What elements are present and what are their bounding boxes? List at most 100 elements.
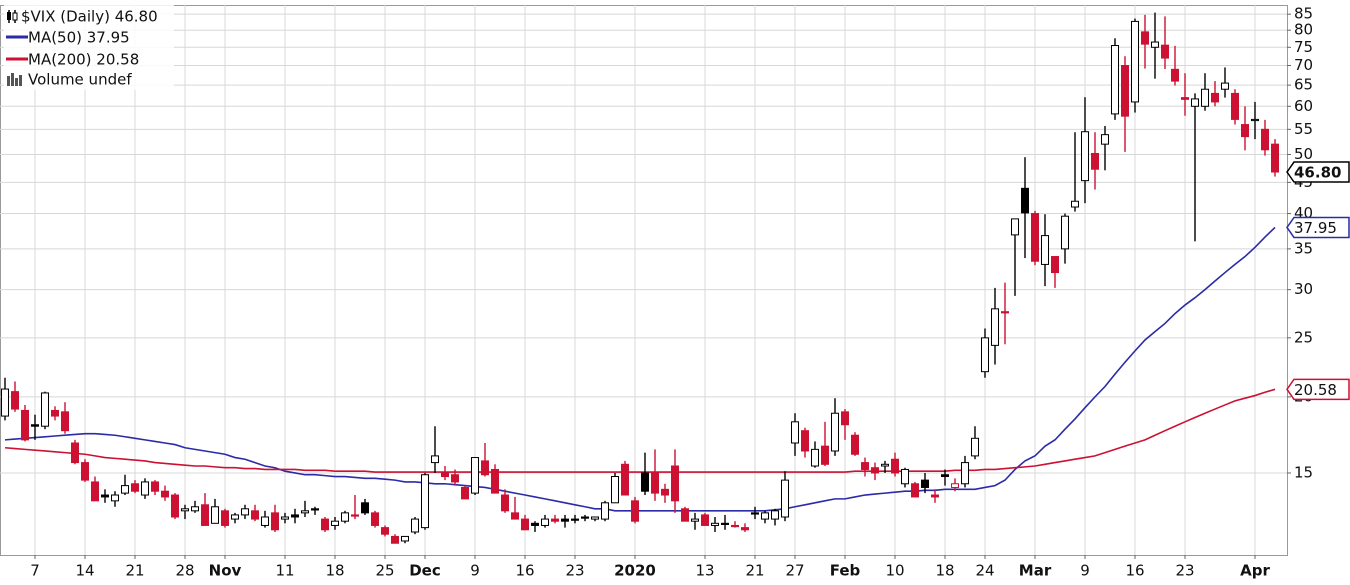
candle-body bbox=[71, 442, 79, 464]
value-tag-label: 46.80 bbox=[1294, 164, 1341, 182]
candle-body bbox=[151, 481, 159, 492]
candle-body bbox=[361, 502, 369, 514]
candle-body bbox=[31, 424, 39, 427]
candle-body bbox=[591, 516, 599, 520]
candle-body bbox=[741, 527, 749, 531]
candle-body bbox=[91, 481, 99, 502]
candle-body bbox=[881, 463, 889, 467]
x-tick-label: Apr bbox=[1240, 562, 1270, 580]
candle-body bbox=[1, 388, 9, 417]
candle-body bbox=[961, 462, 969, 485]
candle-body bbox=[181, 508, 189, 512]
candle-body bbox=[1011, 218, 1019, 236]
candle-body bbox=[1241, 124, 1249, 138]
x-tick-label: 21 bbox=[745, 562, 764, 580]
candle-body bbox=[111, 494, 119, 502]
plot-area bbox=[0, 5, 1288, 556]
candle-body bbox=[751, 512, 759, 515]
y-tick-label: 50 bbox=[1294, 145, 1313, 163]
x-tick-label: 23 bbox=[1175, 562, 1194, 580]
x-tick-label: 25 bbox=[375, 562, 394, 580]
candle-body bbox=[831, 412, 839, 452]
candle-body bbox=[691, 518, 699, 522]
candle-body bbox=[371, 512, 379, 526]
x-tick-label: 11 bbox=[275, 562, 294, 580]
candle-body bbox=[761, 512, 769, 520]
x-tick-label: 16 bbox=[1125, 562, 1144, 580]
x-tick-label: 23 bbox=[565, 562, 584, 580]
y-tick-label: 15 bbox=[1294, 463, 1313, 481]
x-tick-label: 7 bbox=[30, 562, 40, 580]
candle-body bbox=[501, 494, 509, 512]
legend-icon bbox=[7, 10, 18, 23]
value-tag-label: 20.58 bbox=[1294, 381, 1337, 399]
candle-body bbox=[801, 430, 809, 452]
candle-body bbox=[1231, 92, 1239, 120]
candle-body bbox=[461, 486, 469, 500]
y-tick-label: 75 bbox=[1294, 38, 1313, 56]
candle-body bbox=[1271, 143, 1279, 173]
candle-body bbox=[391, 535, 399, 544]
volume-icon bbox=[7, 73, 22, 86]
y-tick-label: 60 bbox=[1294, 97, 1313, 115]
candle-body bbox=[891, 458, 899, 474]
x-tick-label: 21 bbox=[125, 562, 144, 580]
candle-body bbox=[411, 518, 419, 533]
candle-body bbox=[41, 392, 49, 427]
candle-body bbox=[451, 474, 459, 483]
x-tick-label: Feb bbox=[830, 562, 861, 580]
candle-body bbox=[1071, 200, 1079, 208]
candle-body bbox=[381, 527, 389, 535]
candle-body bbox=[1261, 128, 1269, 151]
candle-body bbox=[551, 518, 559, 522]
candle-body bbox=[941, 474, 949, 478]
value-tag bbox=[1286, 378, 1350, 401]
x-tick-label: Mar bbox=[1019, 562, 1052, 580]
candle-body bbox=[301, 510, 309, 514]
candle-body bbox=[1181, 97, 1189, 100]
candle-body bbox=[271, 512, 279, 531]
x-tick-label: 9 bbox=[470, 562, 480, 580]
value-tag bbox=[1286, 161, 1350, 183]
candle-body bbox=[441, 472, 449, 478]
candle-body bbox=[201, 504, 209, 526]
x-tick-label: 13 bbox=[695, 562, 714, 580]
axes: 1520253035404550556065707580857142128Nov… bbox=[30, 5, 1350, 580]
x-tick-label: 27 bbox=[785, 562, 804, 580]
candle-body bbox=[871, 467, 879, 474]
x-tick-label: 18 bbox=[325, 562, 344, 580]
value-tag bbox=[1286, 216, 1350, 239]
ma-line bbox=[4, 226, 1276, 512]
candle-body bbox=[991, 308, 999, 346]
candle-body bbox=[161, 490, 169, 498]
candle-body bbox=[101, 494, 109, 498]
candle-body bbox=[1161, 44, 1169, 59]
candle-body bbox=[721, 522, 729, 526]
candle-body bbox=[311, 508, 319, 511]
candle-body bbox=[291, 514, 299, 518]
candle-body bbox=[541, 518, 549, 526]
candle-body bbox=[631, 500, 639, 522]
candle-body bbox=[531, 522, 539, 526]
candle-body bbox=[791, 421, 799, 444]
x-tick-label: 2020 bbox=[614, 562, 656, 580]
x-tick-label: 9 bbox=[1080, 562, 1090, 580]
candle-body bbox=[1081, 131, 1089, 182]
candle-body bbox=[971, 437, 979, 457]
candle-body bbox=[81, 462, 89, 481]
candle-body bbox=[581, 516, 589, 519]
candle-body bbox=[521, 518, 529, 531]
grid bbox=[0, 5, 1287, 555]
candle-body bbox=[1141, 31, 1149, 45]
x-tick-label: 18 bbox=[935, 562, 954, 580]
candle-body bbox=[1111, 45, 1119, 115]
candle-body bbox=[1201, 88, 1209, 107]
candle-body bbox=[901, 468, 909, 485]
candle-body bbox=[191, 506, 199, 512]
candle-body bbox=[141, 481, 149, 496]
candle-body bbox=[1021, 187, 1029, 214]
y-tick-label: 30 bbox=[1294, 280, 1313, 298]
y-tick-label: 25 bbox=[1294, 328, 1313, 346]
y-tick-label: 55 bbox=[1294, 120, 1313, 138]
legend-label: MA(200) 20.58 bbox=[28, 51, 139, 69]
